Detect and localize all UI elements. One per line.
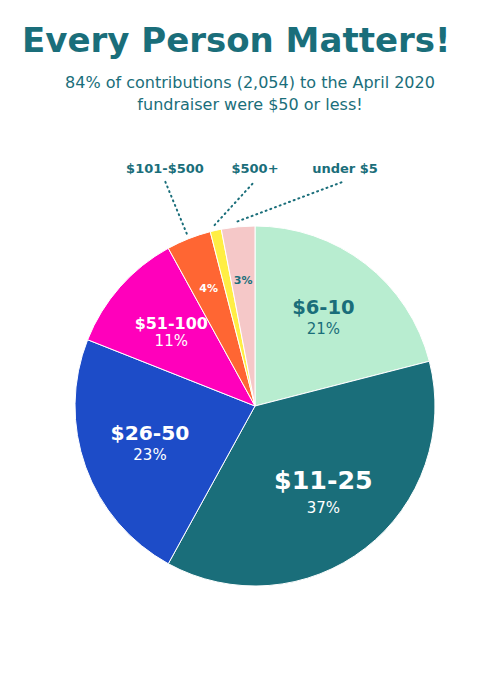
svg-text:$101-$500: $101-$500 [126,161,204,176]
svg-text:$26-50: $26-50 [111,421,190,445]
svg-text:under $5: under $5 [312,161,378,176]
svg-text:3%: 3% [234,274,253,287]
html-text:fundraiser were $50 or less!: fundraiser were $50 or less! [137,95,363,114]
svg-text:11%: 11% [155,332,188,350]
html-text:84% of contributions (2,054) t: 84% of contributions (2,054) to the Apri… [65,73,435,92]
svg-text:$500+: $500+ [231,161,278,176]
svg-text:$6-10: $6-10 [292,296,355,319]
svg-text:23%: 23% [133,446,166,464]
svg-text:21%: 21% [307,320,340,338]
html-text:Every Person Matters!: Every Person Matters! [22,20,451,60]
svg-text:$51-100: $51-100 [135,314,208,333]
svg-text:4%: 4% [199,282,218,295]
svg-text:37%: 37% [307,499,340,517]
svg-text:$11-25: $11-25 [274,465,373,495]
